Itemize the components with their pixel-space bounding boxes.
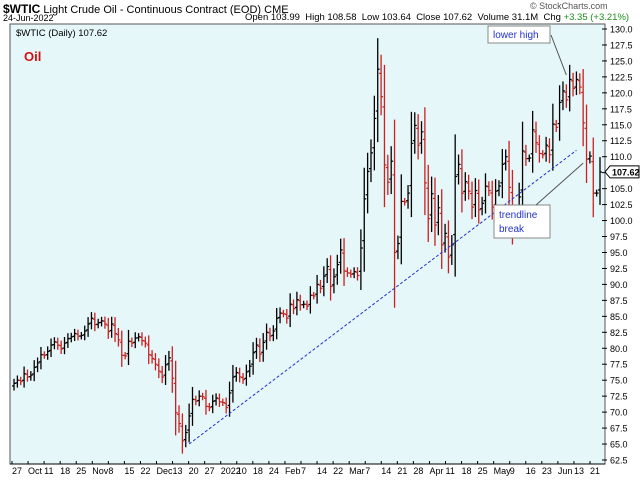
- annotation-lower-high: lower high: [493, 30, 539, 41]
- annotation-arrow-trendline-break: [535, 162, 584, 206]
- chart-label-oil: Oil: [24, 49, 41, 64]
- symbol-description: Light Crude Oil - Continuous Contract (E…: [43, 4, 262, 16]
- y-tick-label: 100.0: [610, 216, 633, 226]
- annotation-trendline-break-line2: break: [499, 224, 525, 235]
- high-value: 108.58: [327, 12, 357, 23]
- x-tick-label: 16: [526, 466, 536, 476]
- x-tick-label: 18: [253, 466, 263, 476]
- y-tick-label: 90.0: [610, 280, 628, 290]
- open-label: Open: [245, 12, 269, 23]
- change-label: Chg: [543, 12, 561, 23]
- y-tick-label: 130.0: [610, 25, 633, 35]
- high-label: High: [305, 12, 325, 23]
- x-tick-label: 14: [381, 466, 391, 476]
- y-tick-label: 115.0: [610, 120, 632, 130]
- x-tick-label: Jun: [558, 466, 573, 476]
- y-tick-label: 62.5: [610, 456, 628, 466]
- x-tick-label: 21: [397, 466, 407, 476]
- copyright: © StockCharts.com: [530, 1, 608, 11]
- x-tick-label: 13: [173, 466, 183, 476]
- y-tick-label: 85.0: [610, 312, 628, 322]
- annotation-trendline-break-line1: trendline: [499, 210, 538, 221]
- y-tick-label: 110.0: [610, 152, 632, 162]
- x-tick-label: 11: [446, 466, 455, 476]
- y-tick-label: 120.0: [610, 88, 633, 98]
- x-tick-label: 25: [478, 466, 488, 476]
- y-tick-label: 95.0: [610, 248, 628, 258]
- y-tick-label: 117.5: [610, 104, 632, 114]
- y-tick-label: 127.5: [610, 40, 633, 50]
- x-tick-label: Oct: [28, 466, 43, 476]
- x-tick-label: 8: [108, 466, 113, 476]
- chart-title: $WTIC Light Crude Oil - Continuous Contr…: [3, 2, 289, 16]
- y-tick-label: 80.0: [610, 344, 628, 354]
- x-tick-label: 13: [574, 466, 584, 476]
- x-tick-label: 10: [237, 466, 247, 476]
- y-tick-label: 125.0: [610, 56, 633, 66]
- x-tick-label: 9: [510, 466, 515, 476]
- volume-label: Volume: [477, 12, 510, 23]
- trendline: [188, 149, 577, 445]
- x-tick-label: 27: [205, 466, 215, 476]
- x-tick-label: 22: [140, 466, 150, 476]
- y-tick-label: 112.5: [610, 136, 632, 146]
- x-tick-label: Apr: [429, 466, 443, 476]
- x-tick-label: 27: [12, 466, 22, 476]
- x-tick-label: May: [494, 466, 512, 476]
- x-tick-label: 24: [269, 466, 279, 476]
- x-tick-label: Dec: [157, 466, 174, 476]
- chart-date: 24-Jun-2022: [3, 13, 54, 23]
- y-tick-label: 77.5: [610, 360, 628, 370]
- x-tick-label: 23: [542, 466, 552, 476]
- close-value: 107.62: [443, 12, 473, 23]
- exchange: CME: [264, 4, 289, 16]
- x-tick-label: 2022: [221, 466, 241, 476]
- change-value: +3.35 (+3.21%): [563, 12, 630, 23]
- y-tick-label: 87.5: [610, 296, 628, 306]
- x-tick-label: Mar: [349, 466, 365, 476]
- volume-value: 31.1M: [511, 12, 539, 23]
- y-tick-label: 70.0: [610, 408, 628, 418]
- y-tick-label: 105.0: [610, 184, 633, 194]
- open-value: 103.99: [270, 12, 300, 23]
- y-tick-label: 122.5: [610, 72, 633, 82]
- x-tick-label: Nov: [92, 466, 109, 476]
- x-tick-label: 11: [44, 466, 53, 476]
- last-price-marker: [604, 165, 640, 179]
- x-tick-label: 21: [590, 466, 600, 476]
- ohlc-readout: Open 103.99 High 108.58 Low 103.64 Close…: [245, 12, 629, 23]
- x-tick-label: 22: [333, 466, 343, 476]
- x-tick-label: 28: [413, 466, 423, 476]
- x-tick-label: 20: [189, 466, 199, 476]
- y-tick-label: 82.5: [610, 328, 628, 338]
- y-tick-label: 72.5: [610, 392, 628, 402]
- x-tick-label: 18: [462, 466, 472, 476]
- y-tick-label: 67.5: [610, 424, 628, 434]
- x-tick-label: Feb: [285, 466, 301, 476]
- y-tick-label: 97.5: [610, 232, 628, 242]
- low-label: Low: [361, 12, 380, 23]
- x-tick-label: 14: [317, 466, 327, 476]
- annotation-arrow-lower-high: [550, 34, 567, 76]
- low-value: 103.64: [381, 12, 411, 23]
- annotation-box-lower-high: [487, 25, 551, 44]
- x-tick-label: 25: [76, 466, 86, 476]
- x-tick-label: 18: [60, 466, 70, 476]
- y-tick-label: 75.0: [610, 376, 628, 386]
- x-tick-label: 7: [301, 466, 306, 476]
- y-tick-label: 92.5: [610, 264, 628, 274]
- y-tick-label: 102.5: [610, 200, 633, 210]
- close-label: Close: [416, 12, 441, 23]
- symbol: $WTIC: [3, 2, 41, 16]
- x-tick-label: 15: [124, 466, 134, 476]
- annotation-box-trendline-break: [493, 204, 551, 239]
- y-tick-label: 65.0: [610, 440, 628, 450]
- last-price-label: 107.62: [612, 167, 640, 177]
- series-legend: $WTIC (Daily) 107.62: [16, 28, 107, 39]
- x-tick-label: 7: [365, 466, 370, 476]
- plot-area: [9, 23, 606, 465]
